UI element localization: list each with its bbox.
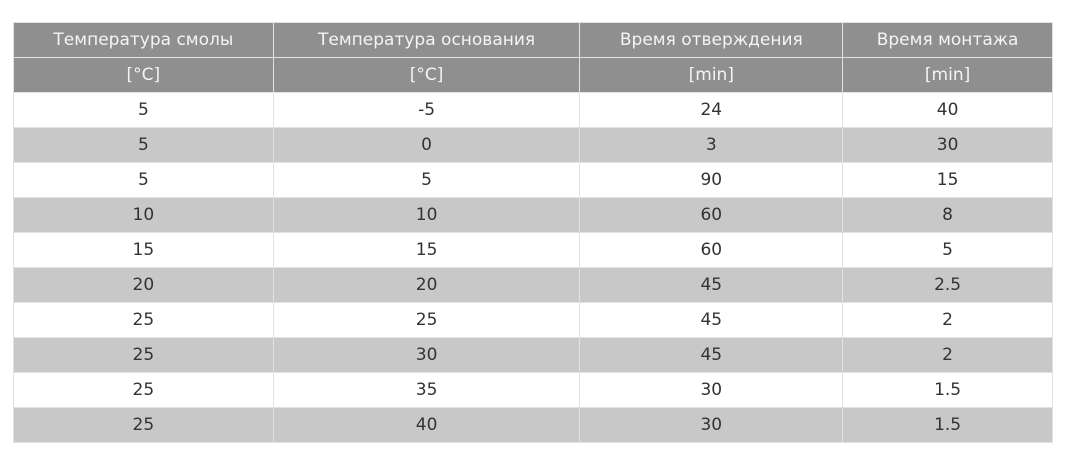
table-cell: 40 <box>272 407 581 443</box>
table-cell: 35 <box>272 372 581 408</box>
table-cell: 5 <box>842 232 1053 268</box>
table-cell: 5 <box>13 162 274 198</box>
table-cell: 45 <box>579 337 844 373</box>
table-row: 5 5 90 15 <box>13 162 1053 198</box>
header-cell: [°C] <box>272 57 581 93</box>
table-cell: 0 <box>272 127 581 163</box>
table-cell: 24 <box>579 92 844 128</box>
table-row: 25 40 30 1.5 <box>13 407 1053 443</box>
table-cell: 1.5 <box>842 407 1053 443</box>
table-cell: 60 <box>579 232 844 268</box>
table-cell: 5 <box>13 92 274 128</box>
table-cell: 90 <box>579 162 844 198</box>
header-cell: Время отверждения <box>579 22 844 58</box>
table-cell: 5 <box>13 127 274 163</box>
table-cell: 25 <box>13 337 274 373</box>
table-row: 25 30 45 2 <box>13 337 1053 373</box>
table-cell: 30 <box>272 337 581 373</box>
table-cell: 15 <box>13 232 274 268</box>
table-cell: 3 <box>579 127 844 163</box>
table-row: 5 0 3 30 <box>13 127 1053 163</box>
table-cell: 25 <box>13 302 274 338</box>
header-cell: [min] <box>842 57 1053 93</box>
table-cell: 45 <box>579 302 844 338</box>
table-cell: 25 <box>13 407 274 443</box>
header-row-units: [°C] [°C] [min] [min] <box>13 57 1053 93</box>
table-row: 25 25 45 2 <box>13 302 1053 338</box>
table-cell: 1.5 <box>842 372 1053 408</box>
header-cell: Температура основания <box>272 22 581 58</box>
table-cell: 15 <box>842 162 1053 198</box>
table-cell: 45 <box>579 267 844 303</box>
table-cell: 2 <box>842 337 1053 373</box>
header-cell: Температура смолы <box>13 22 274 58</box>
table-cell: 20 <box>13 267 274 303</box>
table-cell: 5 <box>272 162 581 198</box>
table-row: 25 35 30 1.5 <box>13 372 1053 408</box>
table-cell: 40 <box>842 92 1053 128</box>
table-cell: 20 <box>272 267 581 303</box>
table-cell: 30 <box>579 372 844 408</box>
table-cell: 8 <box>842 197 1053 233</box>
table-cell: 25 <box>13 372 274 408</box>
table-cell: 30 <box>842 127 1053 163</box>
table-cell: 25 <box>272 302 581 338</box>
table-row: 15 15 60 5 <box>13 232 1053 268</box>
table-cell: 10 <box>272 197 581 233</box>
table-cell: 10 <box>13 197 274 233</box>
table-cell: 30 <box>579 407 844 443</box>
table-row: 10 10 60 8 <box>13 197 1053 233</box>
header-row-headers: Температура смолы Температура основания Вр… <box>13 22 1053 58</box>
header-cell: [min] <box>579 57 844 93</box>
table-cell: 2 <box>842 302 1053 338</box>
curing-table: Температура смолы Температура основания Вр… <box>13 22 1053 443</box>
header-cell: Время монтажа <box>842 22 1053 58</box>
table-cell: -5 <box>272 92 581 128</box>
table-cell: 15 <box>272 232 581 268</box>
table-cell: 60 <box>579 197 844 233</box>
table-row: 20 20 45 2.5 <box>13 267 1053 303</box>
header-cell: [°C] <box>13 57 274 93</box>
table-row: 5 -5 24 40 <box>13 92 1053 128</box>
table-cell: 2.5 <box>842 267 1053 303</box>
